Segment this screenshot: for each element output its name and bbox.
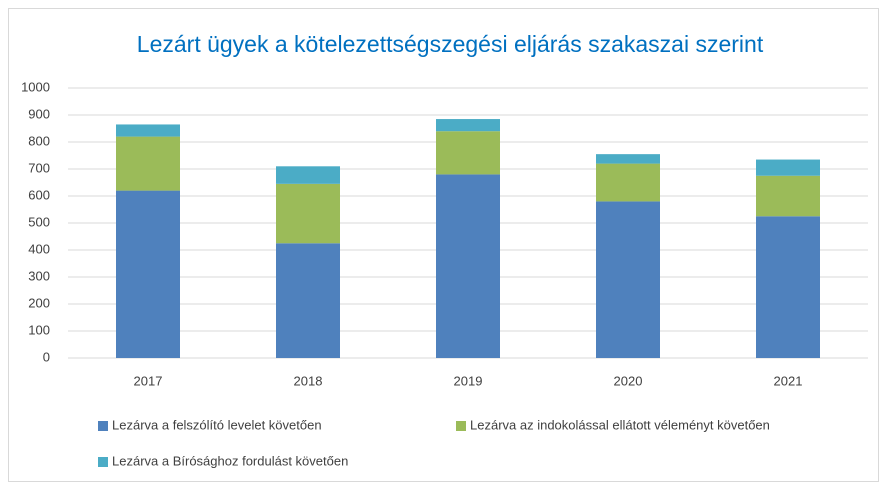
bar-segment (276, 243, 340, 358)
y-tick-label: 500 (28, 214, 50, 229)
y-tick-label: 1000 (21, 79, 50, 94)
x-tick-label: 2019 (454, 373, 483, 388)
y-tick-label: 800 (28, 133, 50, 148)
chart-title: Lezárt ügyek a kötelezettségszegési eljá… (137, 31, 764, 57)
x-tick-label: 2020 (614, 373, 643, 388)
bar-segment (116, 190, 180, 358)
y-tick-label: 400 (28, 241, 50, 256)
bar-segment (276, 183, 340, 244)
legend-label: Lezárva a Bírósághoz fordulást követően (112, 453, 348, 468)
y-tick-label: 600 (28, 187, 50, 202)
legend-label: Lezárva az indokolással ellátott vélemén… (470, 417, 770, 432)
y-tick-label: 0 (43, 349, 50, 364)
x-tick-label: 2017 (134, 373, 163, 388)
y-tick-label: 300 (28, 268, 50, 283)
legend-label: Lezárva a felszólító levelet követően (112, 417, 322, 432)
bar-segment (596, 154, 660, 164)
y-tick-label: 900 (28, 106, 50, 121)
x-tick-label: 2018 (294, 373, 323, 388)
bar-segment (276, 166, 340, 184)
bar-segment (596, 201, 660, 358)
bar-segment (756, 216, 820, 358)
bar-segment (116, 124, 180, 137)
legend-swatch (98, 421, 108, 431)
bar-segment (436, 174, 500, 358)
y-tick-label: 100 (28, 322, 50, 337)
legend-swatch (98, 457, 108, 467)
legend-swatch (456, 421, 466, 431)
bar-segment (756, 159, 820, 176)
bar-segment (116, 136, 180, 191)
x-tick-label: 2021 (774, 373, 803, 388)
bar-segment (756, 175, 820, 217)
bar-segment (436, 119, 500, 132)
bar-segment (436, 131, 500, 175)
bar-segment (596, 163, 660, 202)
y-tick-label: 700 (28, 160, 50, 175)
y-tick-label: 200 (28, 295, 50, 310)
